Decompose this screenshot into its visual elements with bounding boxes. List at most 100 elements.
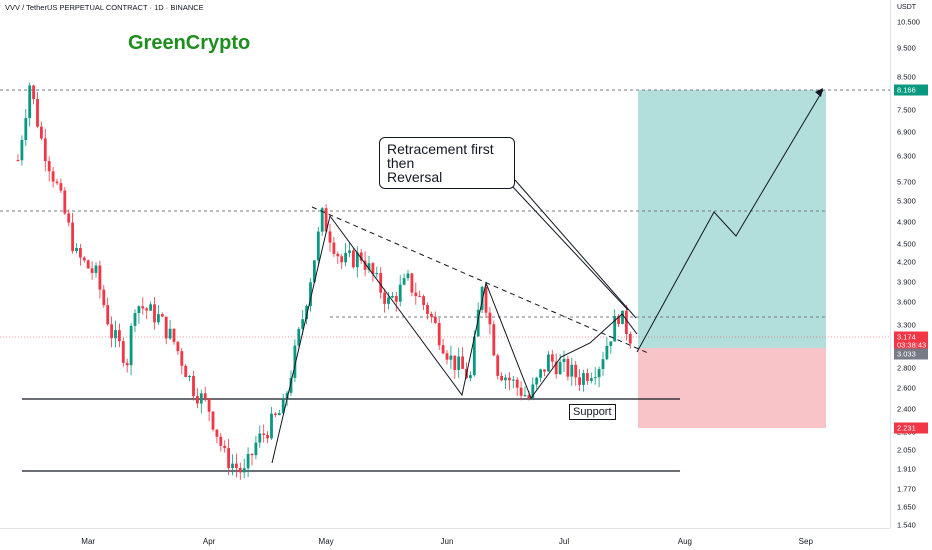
candle-body xyxy=(36,99,39,127)
candle-body xyxy=(270,413,273,439)
candle-body xyxy=(453,355,457,370)
candle-body xyxy=(527,395,531,399)
candle-body xyxy=(391,295,394,298)
candle-body xyxy=(215,429,219,437)
candle-body xyxy=(496,355,500,376)
projection-arrowhead xyxy=(815,88,823,97)
price-chart[interactable] xyxy=(0,0,890,528)
candle-body xyxy=(375,273,379,275)
pattern-zigzag[interactable] xyxy=(271,214,638,464)
time-scale[interactable]: Mar Apr May Jun Jul Aug Sep xyxy=(0,528,890,550)
candle-body xyxy=(617,316,620,324)
candle-body xyxy=(274,413,277,416)
price-tick: 4.500 xyxy=(897,239,916,249)
candle-body xyxy=(121,341,125,363)
candle-body xyxy=(207,398,211,412)
candle-body xyxy=(402,278,406,285)
candle-body xyxy=(227,448,230,469)
chart-area[interactable]: VVV / TetherUS PERPETUAL CONTRACT · 1D ·… xyxy=(0,0,890,528)
candle-body xyxy=(141,306,145,309)
candle-body xyxy=(238,467,242,473)
support-label[interactable]: Support xyxy=(569,404,616,420)
candle-body xyxy=(106,305,110,325)
month-tick: Jun xyxy=(440,537,454,546)
candle-body xyxy=(367,263,371,270)
candle-body xyxy=(231,463,234,469)
candle-body xyxy=(589,378,593,381)
descending-trendline[interactable] xyxy=(311,206,649,354)
candle-body xyxy=(628,334,632,344)
candle-body xyxy=(488,312,492,325)
price-tick: 1.770 xyxy=(897,484,916,494)
price-tick: 2.400 xyxy=(897,404,916,414)
candle-body xyxy=(98,265,102,290)
candle-body xyxy=(352,250,355,268)
candle-body xyxy=(145,308,149,311)
candle-body xyxy=(550,354,554,362)
candle-body xyxy=(118,330,121,342)
candle-body xyxy=(476,309,480,337)
candle-body xyxy=(199,393,203,404)
candle-body xyxy=(558,361,562,375)
candle-body xyxy=(484,286,488,313)
candle-body xyxy=(55,181,59,184)
candle-body xyxy=(359,252,363,261)
profit-zone[interactable] xyxy=(638,90,826,348)
price-tick: 10.500 xyxy=(897,17,920,27)
candle-body xyxy=(523,395,527,397)
candle-body xyxy=(246,453,250,469)
candle-body xyxy=(519,387,523,396)
candle-body xyxy=(613,316,617,342)
callout-leader xyxy=(514,179,637,319)
month-tick: Mar xyxy=(81,537,96,546)
candle-body xyxy=(531,384,535,399)
candle-body xyxy=(562,358,566,362)
projection-path[interactable] xyxy=(636,89,824,353)
candle-body xyxy=(20,139,24,161)
candle-body xyxy=(515,379,519,388)
callout-leader xyxy=(511,185,629,311)
candle-body xyxy=(235,463,238,468)
price-scale[interactable]: USDT 10.500 9.500 8.500 7.500 6.900 6.300 5.70… xyxy=(890,0,932,530)
candle-body xyxy=(445,353,449,360)
candle-body xyxy=(305,306,308,320)
candle-body xyxy=(266,434,269,439)
loss-zone[interactable] xyxy=(638,348,826,428)
candle-body xyxy=(566,358,570,377)
candle-body xyxy=(328,231,332,243)
price-tick: 3.600 xyxy=(897,297,916,307)
candle-body xyxy=(578,377,581,385)
price-tick: 9.500 xyxy=(897,43,916,53)
candle-body xyxy=(281,399,285,414)
candle-body xyxy=(344,252,347,263)
candle-body xyxy=(86,260,90,269)
price-tick: 6.900 xyxy=(897,127,916,137)
candle-body xyxy=(441,345,445,354)
retracement-callout[interactable]: Retracement first then Reversal xyxy=(379,137,515,189)
candle-body xyxy=(196,396,199,404)
candle-body xyxy=(570,364,574,377)
candle-body xyxy=(554,361,558,375)
price-tick: 3.900 xyxy=(897,277,916,287)
month-tick: May xyxy=(318,537,334,546)
month-tick: Sep xyxy=(798,537,813,546)
candle-body xyxy=(250,453,254,456)
price-tick: 2.600 xyxy=(897,383,916,393)
candle-body xyxy=(332,242,336,254)
price-tick: 3.300 xyxy=(897,320,916,330)
candle-body xyxy=(59,183,63,191)
candle-body xyxy=(172,328,176,342)
price-tick: 1.540 xyxy=(897,520,916,530)
price-tick: 8.500 xyxy=(897,72,916,82)
candle-body xyxy=(574,364,578,378)
candle-body xyxy=(71,222,74,252)
candle-body xyxy=(242,468,246,473)
candle-body xyxy=(277,413,281,416)
candle-body xyxy=(539,369,542,378)
candle-body xyxy=(219,436,223,446)
candle-body xyxy=(449,355,453,360)
candle-body xyxy=(406,273,410,279)
candle-body xyxy=(211,411,215,430)
candle-body xyxy=(469,375,472,379)
candle-body xyxy=(32,85,35,100)
